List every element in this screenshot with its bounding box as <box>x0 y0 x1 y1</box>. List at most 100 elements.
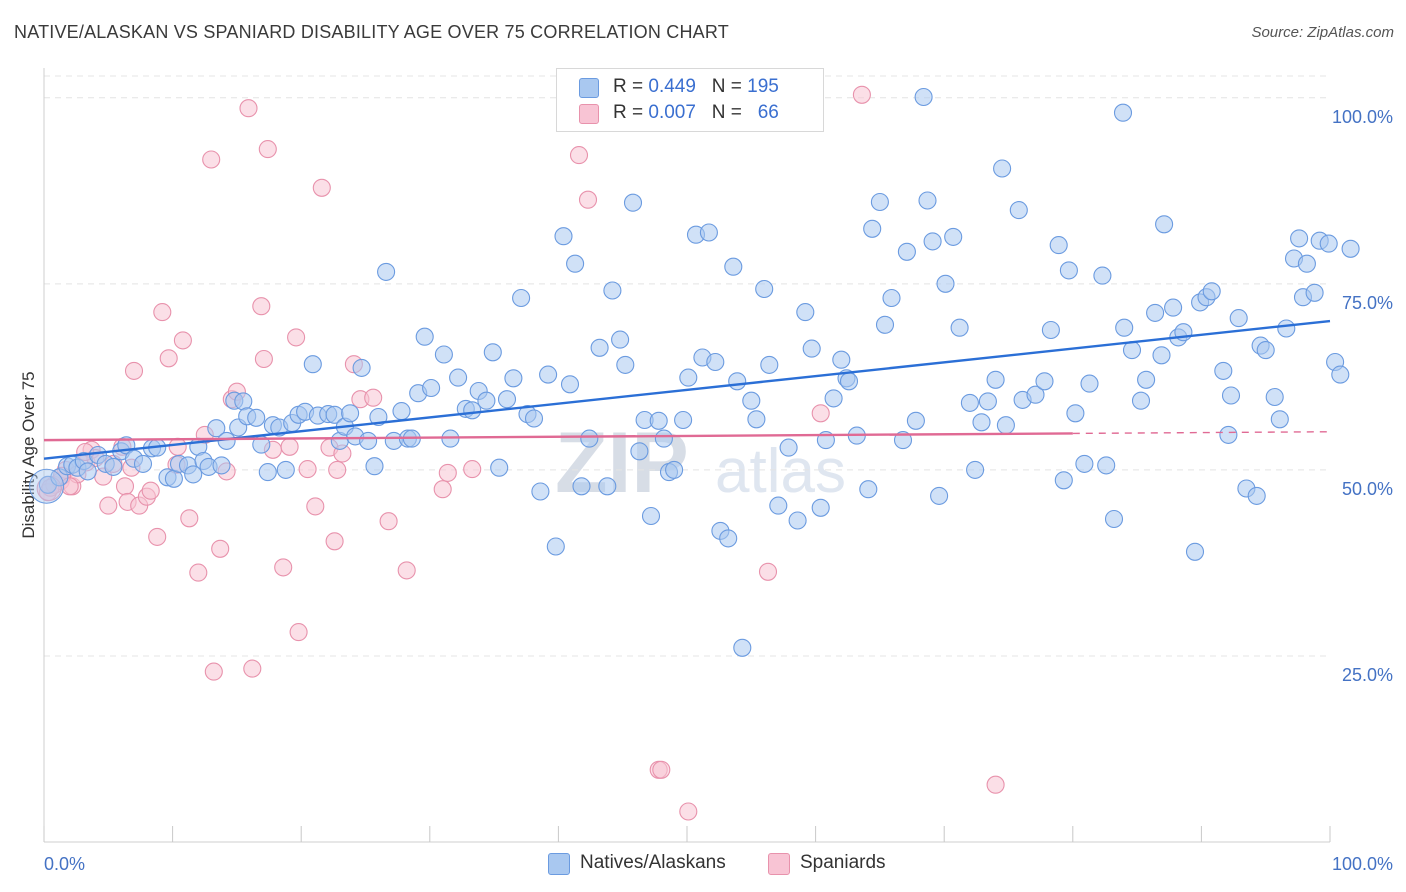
spaniards-point <box>258 140 277 159</box>
natives-point <box>1093 266 1112 285</box>
natives-point <box>1229 309 1248 328</box>
natives-point <box>882 288 901 308</box>
natives-point <box>796 303 815 322</box>
spaniards-point <box>312 178 331 197</box>
natives-point <box>769 496 788 515</box>
natives-point <box>1041 320 1060 340</box>
natives-point <box>1214 361 1233 380</box>
natives-point <box>1075 454 1094 473</box>
x-axis-ticks <box>43 826 1331 842</box>
natives-point <box>1155 215 1174 234</box>
spaniards-point <box>306 497 325 516</box>
natives-point <box>1066 404 1085 423</box>
natives-point <box>923 232 942 251</box>
natives-point <box>972 413 991 432</box>
natives-point <box>258 463 277 482</box>
natives-point <box>960 393 979 412</box>
spaniards-point <box>189 563 208 582</box>
natives-point <box>359 431 378 450</box>
y-axis-tick-labels: 25.0% 50.0% 75.0% 100.0% <box>1332 107 1393 685</box>
y-tick-label: 75.0% <box>1342 293 1393 313</box>
natives-point <box>1113 103 1133 122</box>
natives-point <box>893 431 913 450</box>
natives-point <box>1265 387 1284 407</box>
legend-text-natives: R = 0.449 N = 195 <box>613 76 779 98</box>
natives-point <box>1026 385 1045 404</box>
natives-point <box>906 411 925 430</box>
natives-point <box>1277 319 1296 338</box>
natives-point <box>369 407 388 427</box>
natives-point <box>504 369 523 388</box>
spaniards-point <box>328 460 347 479</box>
natives-point <box>870 192 889 212</box>
spaniards-point <box>379 512 398 531</box>
natives-point <box>598 477 617 496</box>
legend-swatch-spaniards <box>579 104 599 124</box>
legend-text-spaniards: R = 0.007 N = 66 <box>613 102 779 124</box>
spaniards-point <box>115 477 135 496</box>
natives-point <box>1115 318 1134 337</box>
spaniards-point <box>202 150 221 169</box>
chart-title: NATIVE/ALASKAN VS SPANIARD DISABILITY AG… <box>14 22 729 42</box>
natives-point <box>1035 372 1054 391</box>
natives-point <box>706 352 725 372</box>
natives-point <box>1202 282 1221 301</box>
legend-r-value: 0.007 <box>648 102 696 123</box>
natives-point <box>679 368 698 387</box>
natives-point <box>212 456 231 475</box>
natives-point <box>1104 509 1124 529</box>
natives-point <box>779 438 798 457</box>
natives-point <box>1097 456 1116 475</box>
gridlines <box>44 75 1330 657</box>
natives-point <box>747 410 766 429</box>
natives-point <box>623 193 643 212</box>
natives-point <box>742 391 761 410</box>
natives-point <box>184 465 203 484</box>
legend-n-label: N = <box>711 102 742 123</box>
natives-point <box>1247 486 1266 505</box>
natives-point <box>944 227 963 246</box>
natives-point <box>546 537 565 556</box>
natives-point <box>824 389 843 408</box>
y-tick-label: 100.0% <box>1332 107 1393 127</box>
x-tick-label-max: 100.0% <box>1332 854 1393 874</box>
natives-point <box>341 404 360 423</box>
natives-point <box>415 327 434 346</box>
natives-point <box>247 408 266 427</box>
legend-n-value: 195 <box>747 76 779 97</box>
spaniards-point <box>280 437 299 456</box>
legend-swatch-natives <box>579 78 599 98</box>
spaniards-trend-extension <box>1072 431 1331 435</box>
legend-row-spaniards: R = 0.007 N = 66 <box>579 102 779 126</box>
natives-point <box>649 411 668 430</box>
natives-point <box>1185 542 1205 561</box>
natives-point <box>733 638 752 657</box>
natives-point <box>832 350 851 369</box>
spaniards-point <box>438 463 457 482</box>
natives-point <box>788 511 807 530</box>
natives-point <box>1256 341 1275 360</box>
spaniards-point <box>325 532 344 551</box>
natives-point <box>1270 410 1289 429</box>
natives-point <box>483 343 502 362</box>
spaniards-trend-line <box>43 432 1073 442</box>
natives-point <box>914 87 933 107</box>
natives-point <box>611 330 630 349</box>
spaniards-point <box>211 539 230 558</box>
spaniards-point <box>153 303 172 322</box>
spaniards-point <box>289 623 308 642</box>
natives-point <box>531 482 550 501</box>
chart-source: Source: ZipAtlas.com <box>1251 24 1394 41</box>
natives-point <box>449 368 468 387</box>
spaniards-point <box>124 361 144 380</box>
natives-point <box>1152 346 1171 365</box>
natives-point <box>1341 239 1360 258</box>
natives-point <box>993 159 1012 178</box>
spaniards-point <box>758 562 778 581</box>
spaniards-point <box>364 388 383 407</box>
natives-point <box>1305 283 1324 302</box>
watermark: ZIP atlas <box>555 415 846 511</box>
natives-point <box>996 416 1015 435</box>
natives-point <box>699 223 718 242</box>
spaniards-point <box>99 496 118 515</box>
